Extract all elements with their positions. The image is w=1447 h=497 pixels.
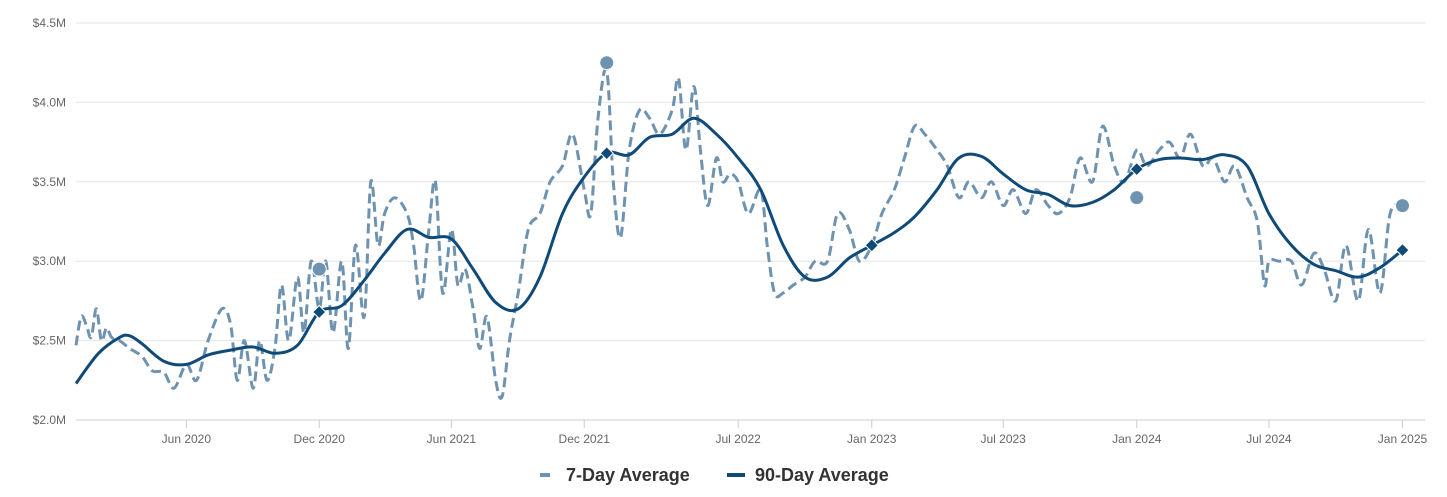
data-point-90-day[interactable] <box>1129 161 1144 177</box>
y-tick-label: $2.0M <box>33 413 66 427</box>
x-tick-label: Jun 2020 <box>162 432 212 446</box>
y-tick-label: $2.5M <box>33 334 66 348</box>
data-point-90-day[interactable] <box>599 146 614 161</box>
x-tick-label: Jan 2023 <box>847 432 897 446</box>
legend-item-90-day[interactable]: 90-Day Average <box>727 465 889 485</box>
x-tick-label: Dec 2021 <box>559 432 611 446</box>
series-line-7-day[interactable] <box>74 67 1404 400</box>
x-axis-ticks: Jun 2020 Dec 2020 Jun 2021 Dec 2021 Jul 2022… <box>162 420 1428 446</box>
legend-label-90-day[interactable]: 90-Day Average <box>755 465 889 485</box>
grid-lines <box>76 22 1425 421</box>
x-tick-label: Jun 2021 <box>427 432 477 446</box>
data-point-90-day[interactable] <box>864 238 879 253</box>
data-point-7-day[interactable] <box>1129 190 1145 206</box>
y-tick-label: $3.0M <box>33 254 66 268</box>
x-tick-label: Jul 2024 <box>1246 432 1292 446</box>
data-point-90-day[interactable] <box>312 304 327 320</box>
legend-item-7-day[interactable]: 7-Day Average <box>540 465 690 485</box>
x-tick-label: Jul 2023 <box>980 432 1026 446</box>
data-point-7-day[interactable] <box>311 261 327 277</box>
y-axis-ticks: $2.0M $2.5M $3.0M $3.5M $4.0M $4.5M <box>33 16 66 427</box>
series-markers <box>311 55 1410 320</box>
y-tick-label: $4.5M <box>33 16 66 30</box>
data-point-90-day[interactable] <box>1395 242 1410 258</box>
x-tick-label: Jan 2024 <box>1112 432 1162 446</box>
data-point-7-day[interactable] <box>1394 198 1410 214</box>
x-tick-label: Jul 2022 <box>715 432 761 446</box>
x-tick-label: Dec 2020 <box>294 432 346 446</box>
x-tick-label: Jan 2025 <box>1378 432 1428 446</box>
legend-label-7-day[interactable]: 7-Day Average <box>566 465 690 485</box>
series-lines <box>74 67 1404 400</box>
legend[interactable]: 7-Day Average 90-Day Average <box>540 465 889 485</box>
y-tick-label: $3.5M <box>33 175 66 189</box>
y-tick-label: $4.0M <box>33 95 66 109</box>
series-line-90-day[interactable] <box>74 116 1404 385</box>
data-point-7-day[interactable] <box>599 55 615 71</box>
